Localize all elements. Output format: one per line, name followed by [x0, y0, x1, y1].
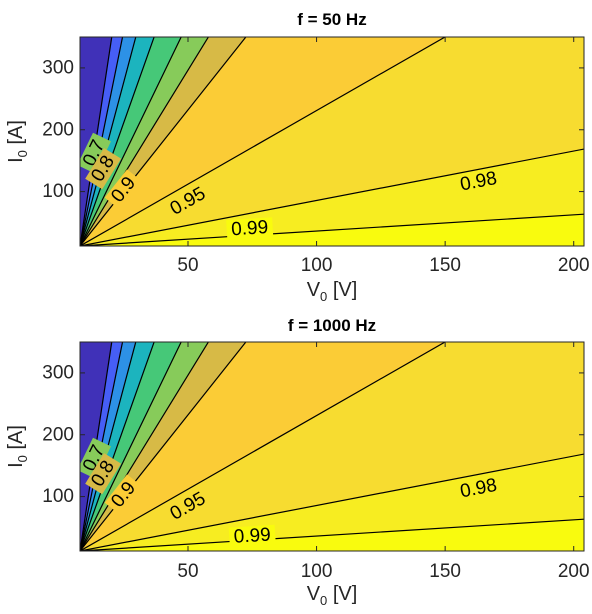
y-axis-label-sub: 0: [15, 150, 30, 157]
x-tick-label: 50: [177, 561, 198, 582]
chart-title: f = 1000 Hz: [288, 316, 376, 335]
x-axis-label-unit: [V]: [327, 279, 357, 301]
contour-label-0.99: 0.99: [233, 525, 271, 548]
contour-label-gap: [85, 453, 122, 495]
y-axis-label: I0 [A]: [5, 120, 30, 163]
y-tick-label: 200: [42, 119, 74, 140]
x-tick-label: 100: [301, 255, 333, 276]
contour-label-gap: [104, 169, 143, 211]
contour-label-gap: [163, 486, 213, 527]
x-tick-label: 200: [558, 255, 590, 276]
contour-line-0.99: [80, 213, 584, 246]
y-axis-label-unit: [A]: [5, 120, 27, 150]
contour-line-0.98: [80, 148, 584, 246]
x-tick-label: 150: [429, 255, 461, 276]
contour-line-0.95: [80, 37, 447, 246]
contour-label-gap: [85, 148, 122, 190]
contour-region-3: [80, 342, 446, 551]
contour-label-gap: [80, 437, 111, 479]
y-axis-label: I0 [A]: [5, 425, 30, 468]
x-tick-label: 150: [429, 561, 461, 582]
y-tick-label: 300: [42, 57, 74, 78]
contour-label-gap: [228, 524, 276, 548]
contour-region-0: [80, 214, 584, 246]
axes-box: [79, 341, 585, 552]
contour-region-10: [80, 342, 112, 551]
contour-line-0.95: [80, 342, 447, 551]
y-tick-label: 100: [42, 181, 74, 202]
contour-label-gap: [226, 217, 274, 241]
x-tick-label: 200: [558, 561, 590, 582]
x-axis-label: V0 [V]: [307, 583, 358, 608]
y-axis-label-main: I: [5, 462, 27, 468]
contour-label-gap: [454, 167, 504, 196]
y-tick-label: 300: [42, 362, 74, 383]
contour-line-0.99: [80, 518, 584, 551]
contour-label-gap: [454, 474, 504, 503]
contour-region-3: [80, 37, 446, 246]
y-tick-label: 100: [42, 486, 74, 507]
contour-label-gap: [80, 132, 111, 174]
x-axis-label-sub: 0: [320, 289, 327, 304]
x-tick-label: 100: [301, 561, 333, 582]
y-axis-label-main: I: [5, 157, 27, 163]
x-axis-label-unit: [V]: [327, 583, 357, 605]
axes-box: [79, 36, 585, 247]
chart-title: f = 50 Hz: [297, 10, 366, 29]
x-axis-label-main: V: [307, 583, 321, 605]
x-axis-label: V0 [V]: [307, 279, 358, 304]
chart-panel-1: 0.70.80.9 0.950.980.99 50 100 150 200 100 200 30…: [5, 10, 590, 304]
contour-label-0.99: 0.99: [231, 217, 269, 240]
contour-label-gap: [163, 181, 213, 222]
contour-region-10: [80, 37, 112, 246]
x-tick-label: 50: [177, 255, 198, 276]
y-axis-label-unit: [A]: [5, 425, 27, 455]
x-axis-label-main: V: [307, 279, 321, 301]
x-axis-label-sub: 0: [320, 593, 327, 608]
contour-region-0: [80, 519, 584, 551]
chart-panel-2: 0.70.80.9 0.95 0.980.99 50 100 150 200 100 200 30…: [5, 316, 590, 608]
contour-label-gap: [104, 474, 143, 516]
contour-line-0.98: [80, 453, 584, 551]
y-tick-label: 200: [42, 424, 74, 445]
y-axis-label-sub: 0: [15, 455, 30, 462]
